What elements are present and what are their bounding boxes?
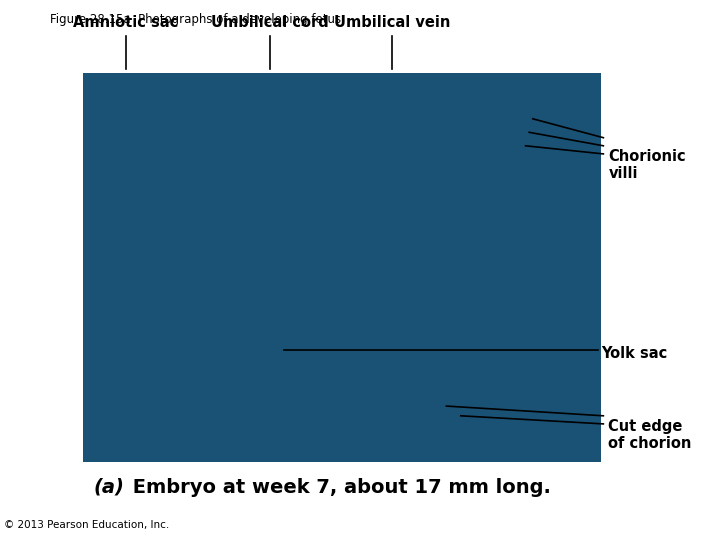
Text: Cut edge
of chorion: Cut edge of chorion xyxy=(608,418,692,451)
Text: Figure 28.15a  Photographs of a developing fetus.: Figure 28.15a Photographs of a developin… xyxy=(50,14,346,26)
Text: Amniotic sac: Amniotic sac xyxy=(73,15,179,30)
Text: Yolk sac: Yolk sac xyxy=(601,346,667,361)
Bar xyxy=(83,73,601,462)
Text: (a): (a) xyxy=(94,478,125,497)
Text: © 2013 Pearson Education, Inc.: © 2013 Pearson Education, Inc. xyxy=(4,520,169,530)
Text: Umbilical cord: Umbilical cord xyxy=(211,15,329,30)
Text: Chorionic
villi: Chorionic villi xyxy=(608,148,686,181)
Text: Umbilical vein: Umbilical vein xyxy=(334,15,451,30)
Text: Embryo at week 7, about 17 mm long.: Embryo at week 7, about 17 mm long. xyxy=(126,478,551,497)
